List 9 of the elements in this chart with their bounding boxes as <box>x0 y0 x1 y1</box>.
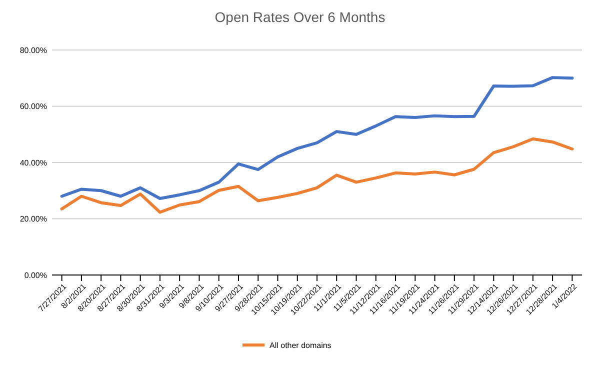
y-tick-label: 40.00% <box>20 158 47 168</box>
line-series <box>60 137 574 214</box>
y-tick-label: 80.00% <box>20 46 47 55</box>
line-series <box>60 76 574 200</box>
y-tick-label: 20.00% <box>20 214 47 224</box>
y-tick-label: 0.00% <box>24 270 47 280</box>
y-tick-label: 60.00% <box>20 102 47 112</box>
chart-title: Open Rates Over 6 Months <box>214 9 386 25</box>
legend-label: All other domains <box>270 340 332 350</box>
